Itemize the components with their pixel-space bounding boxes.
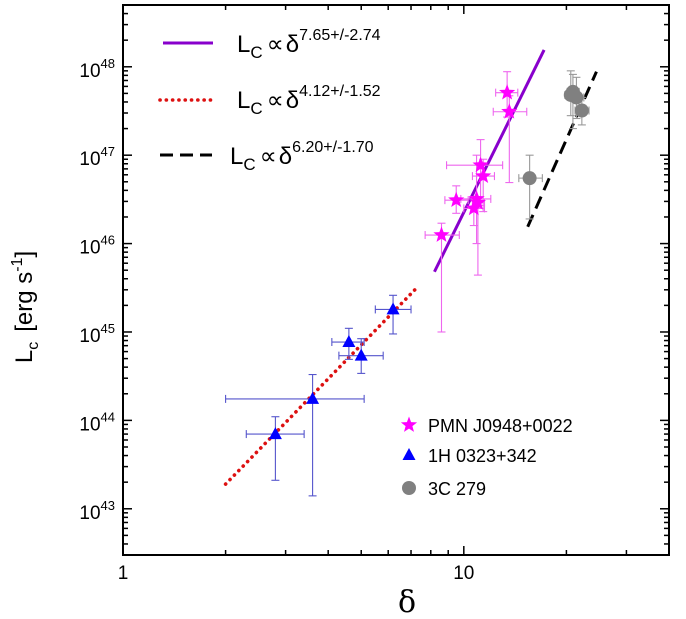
fit-pmn-legend-label: LC ∝δ7.65+/-2.74 bbox=[237, 27, 381, 62]
y-axis-title-unit-close: ] bbox=[11, 251, 38, 258]
axis-ticks bbox=[122, 4, 670, 556]
fit-label-base: L bbox=[230, 143, 243, 170]
x-axis-title: δ bbox=[398, 585, 416, 619]
data-point-star bbox=[475, 167, 492, 183]
y-axis-title-main: L bbox=[11, 350, 38, 363]
y-tick-label: 1048 bbox=[79, 56, 115, 82]
fit-1h-line bbox=[223, 285, 420, 486]
x-tick-label: 10 bbox=[453, 563, 474, 584]
y-axis-title-sub: c bbox=[25, 342, 42, 350]
fit-label-var: δ bbox=[279, 143, 292, 170]
data-point-triangle bbox=[354, 348, 368, 361]
data-point-star bbox=[448, 191, 465, 207]
y-tick-label: 1046 bbox=[79, 233, 115, 259]
data-point-circle bbox=[522, 171, 537, 186]
y-tick-label-base: 10 bbox=[79, 503, 100, 524]
y-axis-title-unit-sup: -1 bbox=[9, 257, 26, 271]
y-tick-label: 1043 bbox=[79, 498, 115, 524]
fit-label-var: δ bbox=[286, 31, 299, 58]
x-tick-label: 1 bbox=[118, 563, 129, 584]
fit-label-prop: ∝ bbox=[267, 87, 284, 114]
marker-legend: PMN J0948+0022 1H 0323+342 3C 279 bbox=[400, 416, 573, 499]
y-tick-label-exp: 44 bbox=[101, 409, 115, 424]
data-point-star bbox=[472, 156, 489, 173]
y-tick-label-base: 10 bbox=[79, 414, 100, 435]
fit-label-base: L bbox=[237, 87, 250, 114]
fit-label-exponent: 7.65+/-2.74 bbox=[299, 27, 381, 44]
y-tick-label-exp: 45 bbox=[101, 321, 115, 336]
legend-marker-triangle bbox=[402, 448, 416, 460]
y-tick-label-base: 10 bbox=[79, 238, 100, 259]
fit-label-sub: C bbox=[250, 99, 262, 118]
y-axis-title: Lc [erg s-1] bbox=[9, 251, 42, 363]
legend-marker-star bbox=[400, 416, 418, 432]
fit-label-prop: ∝ bbox=[260, 143, 277, 170]
fit-label-prop: ∝ bbox=[267, 31, 284, 58]
legend-marker-circle bbox=[402, 481, 416, 495]
data-point-circle bbox=[569, 90, 584, 105]
data-point-star bbox=[433, 226, 450, 242]
fit-label-exponent: 4.12+/-1.52 bbox=[299, 83, 381, 100]
data-point-triangle bbox=[342, 335, 356, 348]
legend-label: 3C 279 bbox=[428, 479, 486, 499]
data-point-triangle bbox=[268, 427, 282, 440]
fit-3c-legend-label: LC ∝δ6.20+/-1.70 bbox=[230, 139, 374, 174]
data-point-triangle bbox=[386, 302, 400, 315]
plot-frame bbox=[122, 4, 670, 556]
data-point-star bbox=[499, 84, 516, 100]
data-point-star bbox=[469, 194, 486, 210]
y-tick-label: 1044 bbox=[79, 409, 115, 435]
fit-label-sub: C bbox=[250, 43, 262, 62]
fit-label-var: δ bbox=[286, 87, 299, 114]
data-markers bbox=[268, 84, 589, 440]
y-tick-label-base: 10 bbox=[79, 149, 100, 170]
y-axis-title-unit: [erg s bbox=[11, 272, 38, 332]
legend-label: 1H 0323+342 bbox=[428, 446, 537, 466]
fit-label-sub: C bbox=[243, 155, 255, 174]
legend-label: PMN J0948+0022 bbox=[428, 416, 573, 436]
y-tick-label-exp: 47 bbox=[101, 144, 115, 159]
fit-label-exponent: 6.20+/-1.70 bbox=[292, 139, 374, 156]
data-point-circle bbox=[574, 103, 589, 118]
y-tick-label-base: 10 bbox=[79, 61, 100, 82]
y-tick-label-exp: 46 bbox=[101, 233, 115, 248]
y-tick-label: 1047 bbox=[79, 144, 115, 170]
y-tick-label-base: 10 bbox=[79, 326, 100, 347]
data-point-star bbox=[501, 103, 518, 119]
data-point-triangle bbox=[306, 391, 320, 404]
fit-label-base: L bbox=[237, 31, 250, 58]
y-tick-label-exp: 43 bbox=[101, 498, 115, 513]
fit-1h-legend-label: LC ∝δ4.12+/-1.52 bbox=[237, 83, 381, 118]
y-tick-label-exp: 48 bbox=[101, 56, 115, 71]
y-tick-label: 1045 bbox=[79, 321, 115, 347]
